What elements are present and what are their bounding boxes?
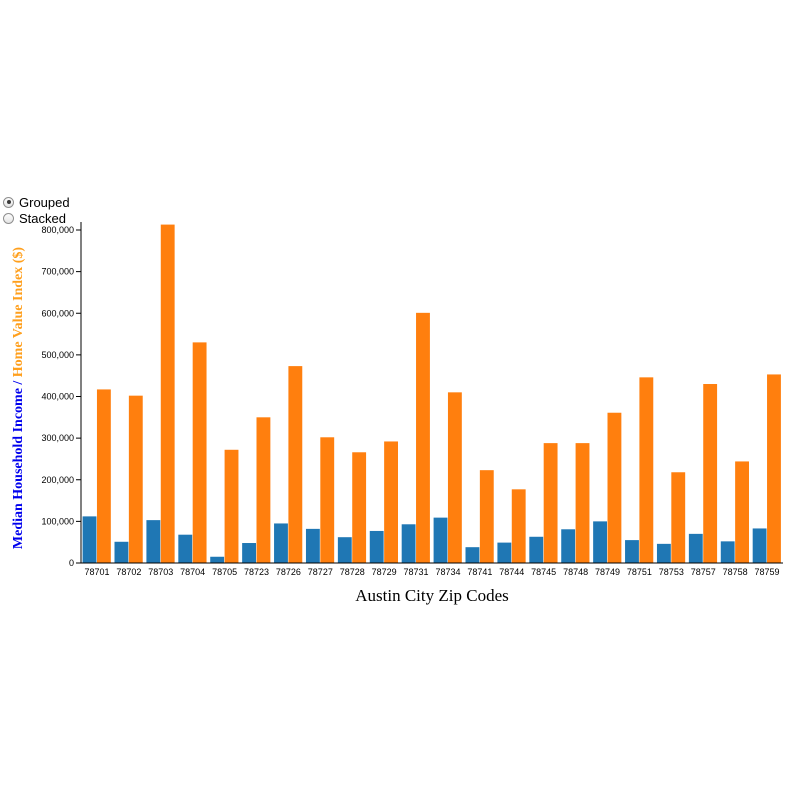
income-bar bbox=[401, 524, 416, 563]
income-bar bbox=[369, 530, 384, 563]
y-axis-label-income: Median Household Income bbox=[11, 388, 26, 549]
home-value-bar bbox=[575, 443, 590, 563]
home-value-bar bbox=[511, 489, 526, 563]
income-bar bbox=[114, 541, 129, 563]
y-tick-label: 200,000 bbox=[41, 475, 74, 485]
x-tick-label: 78753 bbox=[659, 567, 684, 577]
x-tick-label: 78704 bbox=[180, 567, 205, 577]
home-value-bar bbox=[447, 392, 462, 563]
x-tick-label: 78723 bbox=[244, 567, 269, 577]
x-tick-label: 78728 bbox=[340, 567, 365, 577]
y-axis-label-home: Home Value Index ($) bbox=[11, 247, 26, 378]
y-tick-label: 700,000 bbox=[41, 267, 74, 277]
y-tick-label: 500,000 bbox=[41, 350, 74, 360]
home-value-bar bbox=[384, 441, 398, 563]
home-value-bar bbox=[288, 366, 303, 563]
x-tick-label: 78751 bbox=[627, 567, 652, 577]
x-tick-label: 78705 bbox=[212, 567, 237, 577]
income-bar bbox=[305, 528, 320, 563]
stacked-label: Stacked bbox=[19, 210, 66, 226]
chart-mode-controls: Grouped Stacked bbox=[3, 194, 70, 226]
x-axis-label: Austin City Zip Codes bbox=[355, 586, 508, 605]
income-bar bbox=[752, 528, 767, 563]
home-value-bar bbox=[607, 412, 622, 563]
income-bar bbox=[720, 541, 735, 563]
home-value-bar bbox=[479, 470, 494, 563]
bars-group bbox=[82, 224, 781, 563]
home-value-bar bbox=[352, 452, 367, 563]
x-tick-label: 78745 bbox=[531, 567, 556, 577]
x-tick-label: 78727 bbox=[308, 567, 333, 577]
y-tick-label: 0 bbox=[69, 558, 74, 568]
y-axis-label: Median Household Income / Home Value Ind… bbox=[11, 247, 26, 550]
x-tick-label: 78744 bbox=[499, 567, 524, 577]
grouped-option[interactable]: Grouped bbox=[3, 194, 70, 210]
home-value-bar bbox=[703, 384, 718, 563]
x-tick-label: 78757 bbox=[691, 567, 716, 577]
home-value-bar bbox=[767, 374, 781, 563]
income-bar bbox=[82, 516, 97, 563]
stacked-option[interactable]: Stacked bbox=[3, 210, 70, 226]
y-tick-label: 600,000 bbox=[41, 308, 74, 318]
y-axis: 0 100,000 200,000 300,000 400,000 500,000 600,… bbox=[41, 222, 82, 568]
home-value-bar bbox=[128, 395, 143, 563]
income-bar bbox=[337, 537, 352, 563]
income-bar bbox=[465, 547, 480, 563]
x-tick-label: 78702 bbox=[116, 567, 141, 577]
home-value-bar bbox=[639, 377, 654, 563]
stacked-radio[interactable] bbox=[3, 212, 14, 224]
y-tick-label: 100,000 bbox=[41, 516, 74, 526]
income-bar bbox=[274, 523, 288, 563]
income-bar bbox=[561, 529, 576, 563]
income-bar bbox=[210, 556, 225, 563]
x-tick-label: 78703 bbox=[148, 567, 173, 577]
home-value-bar bbox=[671, 472, 686, 563]
home-value-bar bbox=[256, 417, 271, 563]
x-tick-label: 78748 bbox=[563, 567, 588, 577]
y-tick-label: 400,000 bbox=[41, 392, 74, 402]
home-value-bar bbox=[224, 449, 239, 563]
x-tick-label: 78729 bbox=[372, 567, 397, 577]
home-value-bar bbox=[320, 437, 335, 563]
income-bar bbox=[593, 521, 607, 563]
x-tick-label: 78731 bbox=[404, 567, 429, 577]
income-bar bbox=[433, 517, 448, 563]
x-tick-label: 78749 bbox=[595, 567, 620, 577]
income-bar bbox=[242, 543, 256, 563]
y-tick-label: 800,000 bbox=[41, 225, 74, 235]
home-value-bar bbox=[735, 461, 749, 563]
x-tick-label: 78759 bbox=[755, 567, 780, 577]
x-tick-label: 78758 bbox=[723, 567, 748, 577]
grouped-label: Grouped bbox=[19, 194, 70, 210]
x-tick-label: 78741 bbox=[467, 567, 492, 577]
income-bar bbox=[178, 534, 193, 563]
home-value-bar bbox=[96, 389, 111, 563]
home-value-bar bbox=[192, 342, 207, 563]
income-bar bbox=[497, 542, 512, 563]
income-bar bbox=[656, 543, 671, 563]
y-axis-label-separator: / bbox=[11, 377, 26, 388]
income-bar bbox=[529, 536, 544, 563]
income-bar bbox=[146, 520, 161, 563]
y-tick-label: 300,000 bbox=[41, 433, 74, 443]
income-bar bbox=[688, 533, 703, 563]
grouped-radio[interactable] bbox=[3, 196, 14, 208]
home-value-bar bbox=[543, 443, 558, 563]
x-tick-label: 78734 bbox=[435, 567, 460, 577]
home-value-bar bbox=[416, 312, 430, 563]
home-value-bar bbox=[160, 224, 175, 563]
x-axis: 78701 78702 78703 78704 78705 78723 78726 78727… bbox=[81, 562, 783, 577]
x-tick-label: 78726 bbox=[276, 567, 301, 577]
income-bar bbox=[625, 540, 639, 563]
x-tick-label: 78701 bbox=[84, 567, 109, 577]
